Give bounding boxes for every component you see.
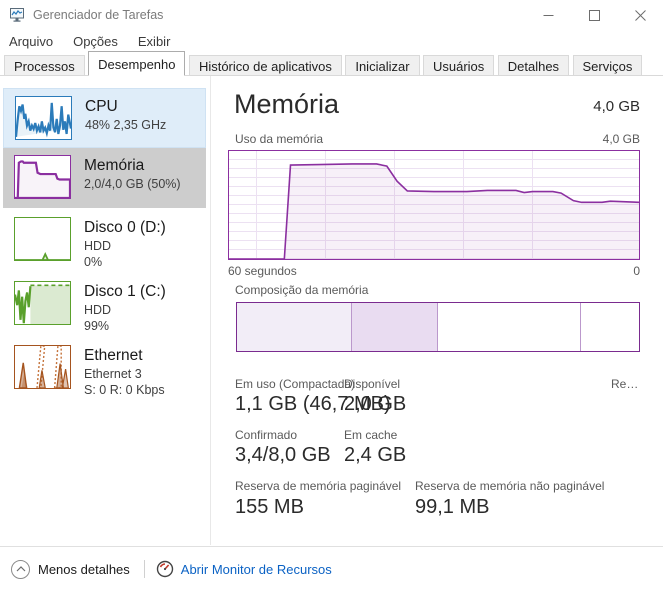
sidebar-item-ethernet[interactable]: Ethernet Ethernet 3 S: 0 R: 0 Kbps: [3, 338, 206, 404]
sidebar-item-disk0[interactable]: Disco 0 (D:) HDD 0%: [3, 210, 206, 273]
performance-sidebar: CPU 48% 2,35 GHz Memória 2,0/4,0 GB (50%…: [0, 78, 208, 545]
open-resource-monitor-link[interactable]: Abrir Monitor de Recursos: [180, 561, 332, 577]
cpu-mini-graph: [15, 96, 72, 140]
usage-graph-max: 4,0 GB: [602, 132, 640, 146]
stat-label-committed: Confirmado: [235, 428, 298, 442]
sidebar-disk0-usage: 0%: [84, 255, 103, 269]
less-details-button[interactable]: Menos detalhes: [38, 561, 130, 577]
sidebar-ethernet-label: Ethernet: [84, 347, 143, 364]
sidebar-cpu-label: CPU: [85, 98, 118, 115]
menu-bar: Arquivo Opções Exibir: [0, 32, 180, 53]
sidebar-divider: [210, 76, 211, 545]
graph-gridlines-vertical: [229, 151, 639, 259]
tab-inicializar[interactable]: Inicializar: [345, 55, 420, 76]
tab-usuarios[interactable]: Usuários: [422, 55, 495, 76]
composition-segment-livre: [580, 303, 639, 351]
stat-value-nonpaged-pool: 99,1 MB: [415, 496, 490, 518]
stat-label-nonpaged-pool: Reserva de memória não paginável: [415, 479, 605, 493]
footer-bar: Menos detalhes Abrir Monitor de Recursos: [0, 546, 663, 591]
task-manager-app-icon: [10, 8, 24, 22]
composition-segment-em-espera: [437, 303, 581, 351]
sidebar-item-memory[interactable]: Memória 2,0/4,0 GB (50%): [3, 148, 206, 208]
stat-value-cached: 2,4 GB: [344, 444, 407, 466]
disk1-mini-graph: [14, 281, 71, 325]
stat-value-committed: 3,4/8,0 GB: [235, 444, 331, 466]
tab-servicos[interactable]: Serviços: [572, 55, 643, 76]
memory-usage-curve: [229, 151, 639, 259]
sidebar-memory-label: Memória: [84, 157, 145, 174]
disk0-mini-graph: [14, 217, 71, 261]
tab-processos[interactable]: Processos: [4, 55, 85, 76]
sidebar-disk0-label: Disco 0 (D:): [84, 219, 166, 236]
title-bar: Gerenciador de Tarefas: [0, 0, 663, 30]
menu-options[interactable]: Opções: [73, 34, 118, 49]
graph-x-axis-left: 60 segundos: [228, 264, 297, 278]
stat-label-reserved-truncated: Re…: [611, 377, 639, 391]
sidebar-disk1-label: Disco 1 (C:): [84, 283, 166, 300]
menu-file[interactable]: Arquivo: [9, 34, 54, 49]
composition-segment-modificada: [351, 303, 438, 351]
stat-value-paged-pool: 155 MB: [235, 496, 304, 518]
page-title: Memória: [234, 89, 340, 119]
sidebar-item-cpu[interactable]: CPU 48% 2,35 GHz: [3, 88, 206, 148]
ethernet-mini-graph: [14, 345, 71, 389]
sidebar-item-disk1[interactable]: Disco 1 (C:) HDD 99%: [3, 274, 206, 338]
stat-value-in-use: 1,1 GB (46,7 MB): [235, 393, 391, 415]
composition-segment-em-uso: [237, 303, 352, 351]
tab-detalhes[interactable]: Detalhes: [497, 55, 570, 76]
stat-label-available: Disponível: [344, 377, 401, 391]
memory-mini-graph: [14, 155, 71, 199]
memory-total: 4,0 GB: [593, 98, 640, 115]
stat-value-available: 2,0 GB: [344, 393, 407, 415]
sidebar-disk1-usage: 99%: [84, 319, 110, 333]
sidebar-cpu-stats: 48% 2,35 GHz: [85, 118, 167, 132]
tab-strip: Processos Desempenho Histórico de aplica…: [0, 51, 663, 76]
minimize-button[interactable]: [525, 0, 571, 30]
memory-usage-graph: [228, 150, 640, 260]
memory-composition-bar: [236, 302, 640, 352]
maximize-button[interactable]: [571, 0, 617, 30]
sidebar-memory-stats: 2,0/4,0 GB (50%): [84, 177, 181, 191]
sidebar-disk1-type: HDD: [84, 303, 112, 317]
sidebar-ethernet-rates: S: 0 R: 0 Kbps: [84, 383, 165, 397]
resource-monitor-icon[interactable]: [156, 560, 174, 578]
chevron-up-icon[interactable]: [11, 559, 30, 579]
tab-historico[interactable]: Histórico de aplicativos: [188, 55, 342, 76]
stat-label-cached: Em cache: [344, 428, 398, 442]
memory-panel: Memória 4,0 GB Uso da memória 4,0 GB 60 …: [212, 76, 663, 545]
window-title: Gerenciador de Tarefas: [33, 8, 164, 22]
sidebar-disk0-type: HDD: [84, 239, 112, 253]
footer-separator: [143, 560, 145, 578]
stat-label-paged-pool: Reserva de memória paginável: [235, 479, 402, 493]
menu-view[interactable]: Exibir: [137, 34, 171, 49]
usage-graph-label: Uso da memória: [235, 132, 324, 146]
stat-label-in-use: Em uso (Compactada): [235, 377, 356, 391]
sidebar-ethernet-adapter: Ethernet 3: [84, 367, 142, 381]
close-button[interactable]: [617, 0, 663, 30]
tab-desempenho[interactable]: Desempenho: [88, 51, 186, 76]
composition-label: Composição da memória: [235, 283, 369, 297]
graph-x-axis-right: 0: [633, 264, 640, 278]
